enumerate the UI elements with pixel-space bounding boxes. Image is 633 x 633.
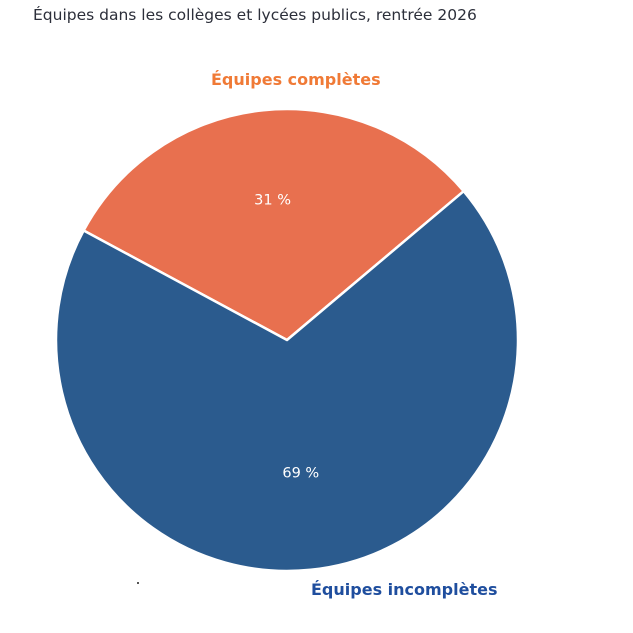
stray-dot [137, 582, 139, 584]
slice-label-incomplete: Équipes incomplètes [311, 580, 498, 599]
pie-slice-complete [82, 107, 465, 342]
slice-label-complete: Équipes complètes [211, 70, 381, 89]
pie-slice-incomplete [54, 189, 520, 573]
slice-value-label-incomplete: 69 % [282, 465, 319, 481]
slice-value-label-complete: 31 % [254, 193, 291, 209]
chart-title: Équipes dans les collèges et lycées publ… [33, 6, 477, 24]
